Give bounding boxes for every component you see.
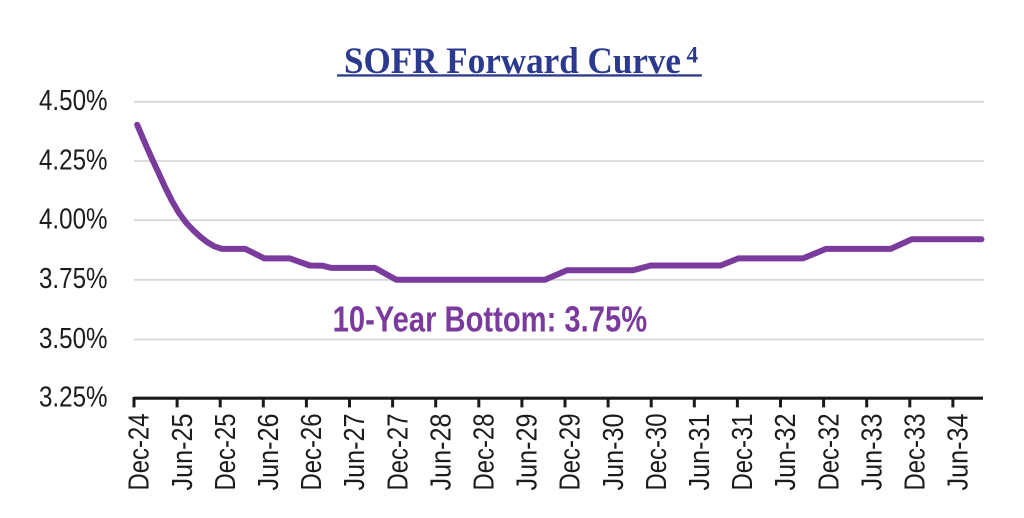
svg-text:10-Year Bottom: 3.75%: 10-Year Bottom: 3.75%	[333, 299, 648, 340]
svg-text:Jun-27: Jun-27	[339, 414, 371, 491]
svg-text:Dec-24: Dec-24	[124, 414, 156, 491]
svg-text:Dec-33: Dec-33	[900, 414, 932, 491]
svg-text:Jun-30: Jun-30	[598, 414, 630, 491]
svg-text:4.25%: 4.25%	[39, 144, 108, 176]
svg-text:Dec-25: Dec-25	[210, 414, 242, 491]
svg-text:4.50%: 4.50%	[39, 85, 108, 117]
svg-text:Jun-29: Jun-29	[512, 414, 544, 491]
svg-text:3.50%: 3.50%	[39, 323, 108, 355]
svg-text:4: 4	[687, 42, 699, 68]
svg-text:Jun-28: Jun-28	[425, 414, 457, 491]
svg-text:Jun-25: Jun-25	[167, 414, 199, 491]
svg-text:4.00%: 4.00%	[39, 204, 108, 236]
svg-text:Jun-26: Jun-26	[253, 414, 285, 491]
svg-text:Dec-27: Dec-27	[382, 414, 414, 491]
svg-text:Jun-34: Jun-34	[943, 414, 975, 491]
svg-text:3.25%: 3.25%	[39, 382, 108, 414]
svg-text:Dec-30: Dec-30	[641, 414, 673, 491]
svg-text:Dec-26: Dec-26	[296, 414, 328, 491]
svg-text:Jun-31: Jun-31	[684, 414, 716, 491]
svg-text:Dec-31: Dec-31	[727, 414, 759, 491]
svg-text:Dec-28: Dec-28	[469, 414, 501, 491]
svg-text:Jun-33: Jun-33	[856, 414, 888, 491]
svg-text:Jun-32: Jun-32	[770, 414, 802, 491]
svg-text:3.75%: 3.75%	[39, 263, 108, 295]
svg-text:Dec-32: Dec-32	[813, 414, 845, 491]
svg-text:Dec-29: Dec-29	[555, 414, 587, 491]
